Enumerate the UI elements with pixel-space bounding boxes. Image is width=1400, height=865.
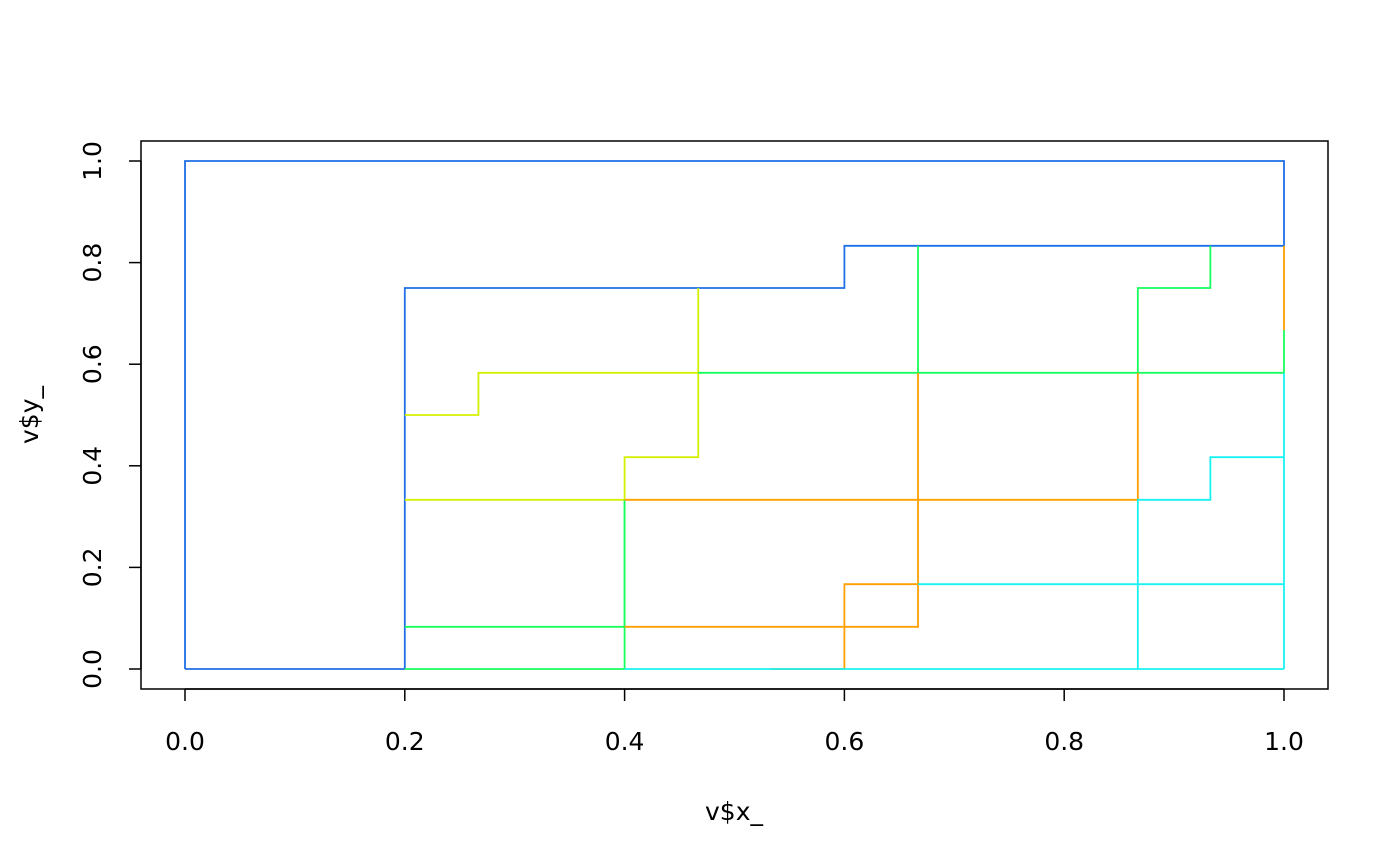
- y-tick-label-4: 0.8: [78, 243, 107, 283]
- y-axis-label: v$y_: [15, 386, 44, 444]
- y-tick-label-5: 1.0: [78, 141, 107, 181]
- series-line-11: [624, 372, 1139, 501]
- series-layer: [184, 160, 1285, 670]
- x-axis-label: v$x_: [705, 797, 763, 826]
- y-tick-label-3: 0.6: [78, 344, 107, 384]
- x-tick-label-2: 0.4: [605, 727, 645, 756]
- x-tick-label-1: 0.2: [385, 727, 425, 756]
- series-line-3: [404, 288, 700, 416]
- series-line-6: [404, 499, 626, 628]
- axes-layer: 0.0 0.2 0.4 0.6 0.8 1.0 0.0 0.2 0.4 0.6 0.8 1.0: [78, 141, 1304, 756]
- series-line-8: [698, 330, 1285, 374]
- x-tick-label-0: 0.0: [165, 727, 205, 756]
- y-tick-label-2: 0.4: [78, 446, 107, 486]
- series-line-12: [624, 372, 919, 628]
- x-tick-label-5: 1.0: [1264, 727, 1304, 756]
- plot-frame: [140, 140, 1329, 690]
- y-tick-label-0: 0.0: [78, 649, 107, 689]
- x-tick-label-3: 0.6: [825, 727, 865, 756]
- series-line-10: [1136, 245, 1212, 373]
- x-tick-label-4: 0.8: [1044, 727, 1084, 756]
- series-line-0: [184, 160, 1285, 669]
- y-tick-label-1: 0.2: [78, 548, 107, 588]
- series-line-4: [404, 372, 700, 501]
- series-line-17: [1136, 456, 1284, 669]
